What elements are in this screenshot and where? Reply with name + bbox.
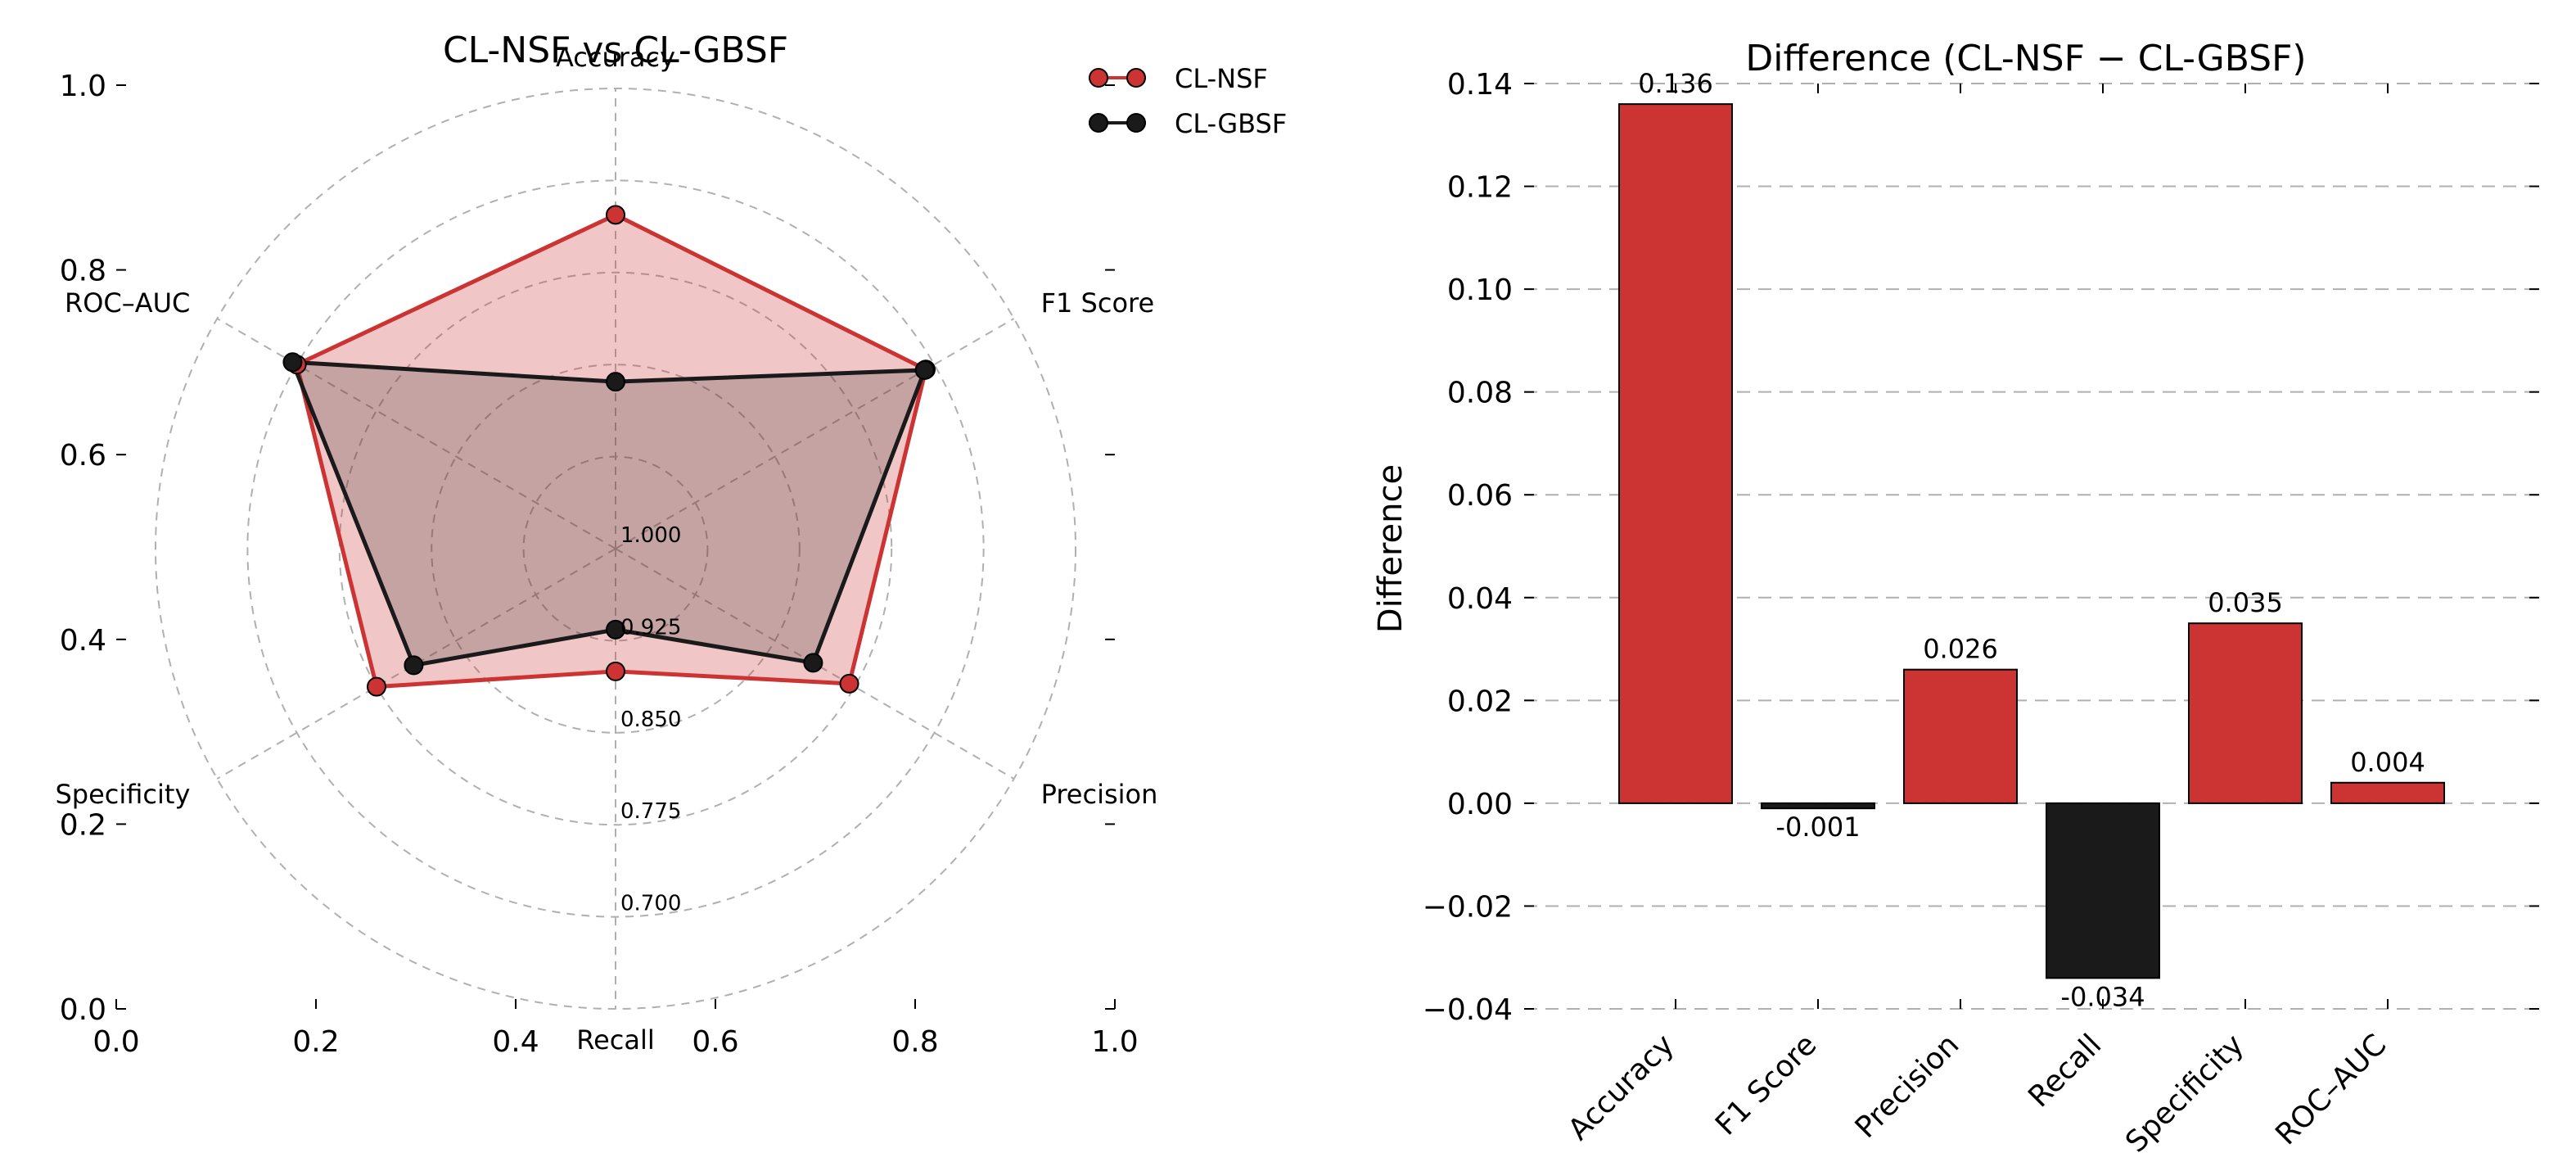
y-tick-label: 0.00: [1447, 788, 1513, 821]
bar-title: Difference (CL-NSF − CL-GBSF): [1745, 38, 2306, 79]
bar-data-label: -0.001: [1775, 812, 1860, 843]
radar-axis-label: Specificity: [55, 779, 190, 810]
radar-spoke: [615, 548, 1015, 780]
bar-data-label: 0.004: [2350, 747, 2425, 778]
radar-spoke: [216, 548, 616, 780]
x-tick-label: 0.0: [92, 1025, 139, 1059]
legend-marker-nsf: [1126, 68, 1146, 88]
x-tick-label: Specificity: [2119, 1028, 2250, 1159]
radar-area-nsf: [296, 215, 926, 687]
y-tick-label: 0.02: [1447, 685, 1513, 718]
bar: [1903, 668, 2018, 804]
y-tick-label: 0.04: [1447, 582, 1513, 616]
y-tick-label: 0.06: [1447, 479, 1513, 513]
legend-marker-gbsf: [1089, 113, 1108, 133]
x-tick-label: 0.6: [692, 1025, 738, 1059]
bar: [2330, 781, 2445, 804]
x-tick-label: F1 Score: [1709, 1028, 1823, 1142]
radar-point-nsf: [606, 205, 625, 225]
x-tick-label: 0.8: [891, 1025, 938, 1059]
x-tick-label: Accuracy: [1562, 1028, 1680, 1146]
y-tick-label: 0.6: [60, 439, 106, 472]
bar: [2046, 802, 2160, 979]
radar-axis-label: ROC–AUC: [65, 287, 190, 319]
cartesian-ticks: 0.0 0.2 0.4 0.6 0.8 1.0 0.0 0.2 0.4 0.6 0.8 1.0: [60, 70, 1139, 1059]
y-tick-label: −0.04: [1423, 993, 1513, 1027]
radar-legend: CL-NSF CL-GBSF: [1089, 63, 1287, 139]
y-tick-label: 0.14: [1447, 68, 1513, 102]
x-tick-label: ROC–AUC: [2269, 1028, 2393, 1151]
radar-series: [282, 205, 936, 697]
bar: [1618, 103, 1733, 804]
radar-ring-labels: 0.700 0.775 0.850 0.925 1.000: [620, 523, 681, 916]
y-tick-label: 0.8: [60, 255, 106, 288]
x-tick-label: Precision: [1849, 1028, 1966, 1145]
radar-ring: [338, 271, 893, 826]
bar-y-axis-label: Difference: [1372, 464, 1410, 633]
radar-axis-label: F1 Score: [1041, 287, 1155, 319]
y-tick-label: 0.4: [60, 624, 106, 658]
radar-point-gbsf: [606, 372, 625, 392]
radar-ring-label: 0.925: [620, 615, 681, 640]
x-tick-label: 1.0: [1091, 1025, 1138, 1059]
y-tick-label: 0.12: [1447, 171, 1513, 205]
radar-chart: 0.0 0.2 0.4 0.6 0.8 1.0 0.0 0.2 0.4 0.6 0.8 1.0 Acc…: [55, 29, 1287, 1059]
radar-ring-label: 0.850: [620, 708, 681, 732]
bar: [2188, 622, 2303, 804]
radar-title: CL-NSF vs CL-GBSF: [443, 29, 788, 71]
radar-point-nsf: [839, 673, 859, 694]
radar-spoke: [216, 318, 616, 549]
bar-rects: [1618, 103, 2445, 979]
radar-axis-labels: Accuracy F1 Score Precision Recall Specifici…: [55, 42, 1157, 1056]
y-tick-label: 1.0: [60, 70, 106, 103]
radar-point-gbsf: [803, 653, 823, 673]
x-tick-label: 0.4: [492, 1025, 539, 1059]
y-tick-label: −0.02: [1423, 890, 1513, 924]
radar-ring-label: 0.775: [620, 799, 681, 824]
y-tick-label: 0.08: [1447, 377, 1513, 410]
radar-point-gbsf: [606, 619, 625, 640]
bar-data-label: 0.026: [1923, 634, 1998, 665]
x-tick-label: 0.2: [292, 1025, 339, 1059]
radar-axis-label: Precision: [1041, 779, 1158, 810]
radar-grid: [155, 88, 1076, 1010]
radar-ring-label: 0.700: [620, 892, 681, 916]
legend-label-gbsf: CL-GBSF: [1175, 108, 1287, 139]
radar-spoke: [615, 318, 1015, 549]
bar-y-ticks: 0.14 0.12 0.10 0.08 0.06 0.04 0.02 0.00 −0.02 −0.…: [1423, 68, 2539, 1027]
legend-marker-gbsf: [1126, 113, 1146, 133]
legend-marker-nsf: [1089, 68, 1108, 88]
radar-axis-label: Recall: [576, 1024, 654, 1056]
y-tick-label: 0.0: [60, 993, 106, 1027]
radar-point-gbsf: [914, 359, 935, 380]
bar: [1761, 802, 1875, 810]
y-tick-label: 0.2: [60, 808, 106, 842]
radar-point-gbsf: [282, 352, 303, 373]
difference-bar-chart: 0.14 0.12 0.10 0.08 0.06 0.04 0.02 0.00 −0.02 −0.…: [1372, 38, 2539, 1160]
radar-point-gbsf: [404, 655, 424, 676]
x-tick-label: Recall: [2022, 1028, 2108, 1114]
radar-ring-label: 1.000: [620, 523, 681, 548]
radar-point-nsf: [606, 661, 625, 681]
radar-point-nsf: [366, 676, 386, 697]
radar-ring: [431, 364, 801, 734]
radar-axis-label: Accuracy: [556, 42, 675, 73]
legend-label-nsf: CL-NSF: [1175, 63, 1268, 94]
bar-data-label: 0.035: [2208, 587, 2283, 618]
y-tick-label: 0.10: [1447, 274, 1513, 307]
radar-area-gbsf: [292, 362, 925, 666]
radar-ring: [246, 179, 985, 918]
